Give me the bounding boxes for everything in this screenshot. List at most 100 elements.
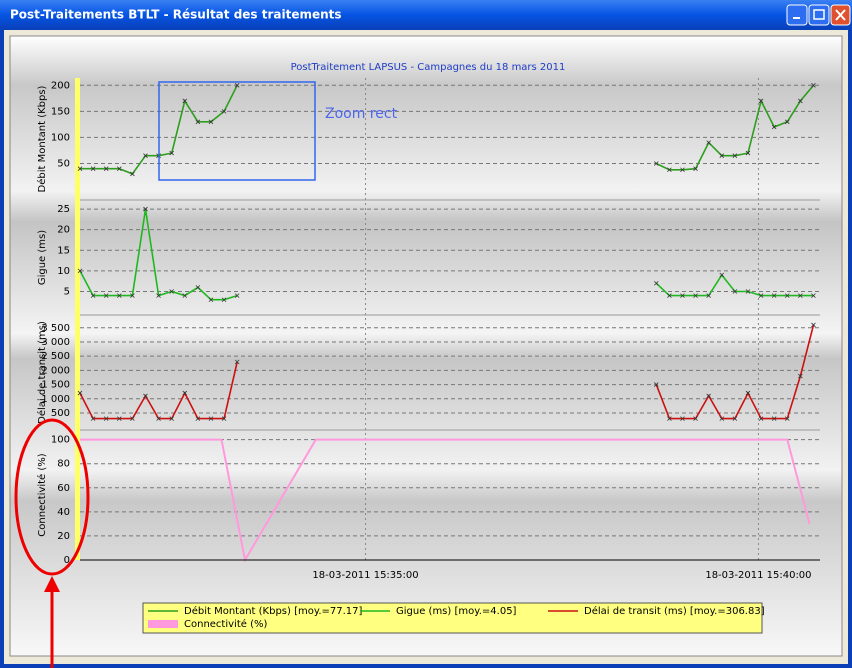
axis-strip (75, 78, 80, 560)
point-marker (719, 416, 725, 421)
point-marker (234, 83, 240, 88)
point-marker (143, 206, 148, 212)
legend-label: Délai de transit (ms) [moy.=306.83] (584, 605, 765, 617)
point-marker (130, 416, 135, 421)
point-marker (811, 293, 816, 298)
y-tick-label: 100 (51, 132, 70, 143)
maximize-button[interactable] (808, 4, 830, 26)
point-marker (771, 293, 777, 298)
point-marker (117, 293, 122, 298)
y-tick-label: 60 (57, 483, 70, 494)
title-bar (0, 0, 852, 30)
y-tick-label: 10 (57, 266, 70, 277)
y-tick-label: 25 (57, 204, 70, 215)
point-marker (667, 293, 672, 298)
point-marker (182, 390, 188, 396)
point-marker (680, 293, 685, 298)
point-marker (706, 393, 711, 399)
point-marker (811, 322, 816, 328)
point-marker (745, 390, 751, 396)
y-tick-label: 3 500 (41, 323, 70, 334)
point-marker (169, 150, 174, 156)
point-marker (680, 167, 685, 173)
point-marker (103, 166, 109, 172)
zoom-rect (158, 81, 316, 181)
point-marker (719, 153, 725, 158)
point-marker (208, 119, 214, 125)
point-marker (103, 293, 109, 298)
point-marker (182, 293, 188, 298)
series-line (80, 438, 811, 563)
point-marker (798, 373, 803, 379)
zoom-label: Zoom rect (325, 106, 398, 122)
y-axis-label: Délai de transit (ms) (36, 321, 48, 424)
y-tick-label: 500 (51, 408, 70, 419)
point-marker (90, 166, 96, 172)
point-marker (798, 98, 803, 104)
point-marker (693, 293, 698, 298)
point-marker (169, 289, 174, 294)
point-marker (221, 416, 227, 421)
window-title: Post-Traitements BTLT - Résultat des tra… (10, 8, 342, 22)
point-marker (654, 161, 659, 166)
close-icon (835, 9, 846, 21)
y-tick-label: 150 (51, 106, 70, 117)
point-marker (784, 416, 790, 421)
point-marker (195, 285, 201, 290)
x-tick-label: 18-03-2011 15:40:00 (705, 570, 811, 581)
y-axis-label: Débit Montant (Kbps) (36, 85, 48, 192)
y-tick-label: 40 (57, 507, 70, 518)
legend-entries: Débit Montant (Kbps) [moy.=77.17] Gigue (… (148, 605, 765, 630)
chart-title: PostTraitement LAPSUS - Campagnes du 18 … (291, 62, 566, 73)
point-marker (169, 416, 174, 421)
point-marker (654, 382, 659, 387)
arrow-head (44, 576, 60, 592)
y-tick-label: 2 500 (41, 351, 70, 362)
minimize-button[interactable] (786, 4, 808, 26)
point-marker (706, 140, 711, 145)
legend-label: Connectivité (%) (184, 618, 267, 630)
highlight-circle (14, 418, 90, 576)
point-marker (90, 416, 96, 421)
legend-label: Gigue (ms) [moy.=4.05] (396, 606, 517, 617)
y-tick-label: 0 (64, 555, 70, 566)
point-marker (77, 390, 83, 396)
point-marker (771, 124, 777, 130)
y-tick-label: 100 (51, 435, 70, 446)
legend (142, 602, 763, 634)
point-marker (667, 416, 672, 421)
point-marker (680, 416, 685, 421)
point-marker (784, 293, 790, 298)
point-marker (77, 166, 83, 172)
point-marker (758, 98, 764, 104)
y-tick-label: 5 (64, 287, 70, 298)
point-marker (771, 416, 777, 421)
point-marker (732, 289, 738, 294)
point-marker (77, 268, 83, 274)
y-tick-label: 1 500 (41, 380, 70, 391)
point-marker (195, 416, 201, 421)
y-tick-label: 200 (51, 80, 70, 91)
point-marker (156, 293, 161, 298)
point-marker (117, 166, 122, 172)
point-marker (234, 293, 240, 298)
point-marker (654, 280, 659, 286)
point-marker (745, 289, 751, 294)
point-marker (719, 272, 725, 278)
point-marker (130, 293, 135, 298)
point-marker (156, 416, 161, 421)
point-marker (667, 167, 672, 173)
point-marker (811, 83, 816, 88)
y-tick-label: 3 000 (41, 337, 70, 348)
y-tick-label: 20 (57, 531, 70, 542)
point-marker (103, 416, 109, 421)
point-marker (117, 416, 122, 421)
point-marker (745, 150, 751, 156)
y-tick-label: 80 (57, 459, 70, 470)
legend-swatch (148, 620, 178, 628)
y-tick-label: 15 (57, 245, 70, 256)
point-marker (732, 153, 738, 158)
y-axis-label: Gigue (ms) (37, 230, 48, 285)
y-tick-label: 50 (57, 159, 70, 170)
